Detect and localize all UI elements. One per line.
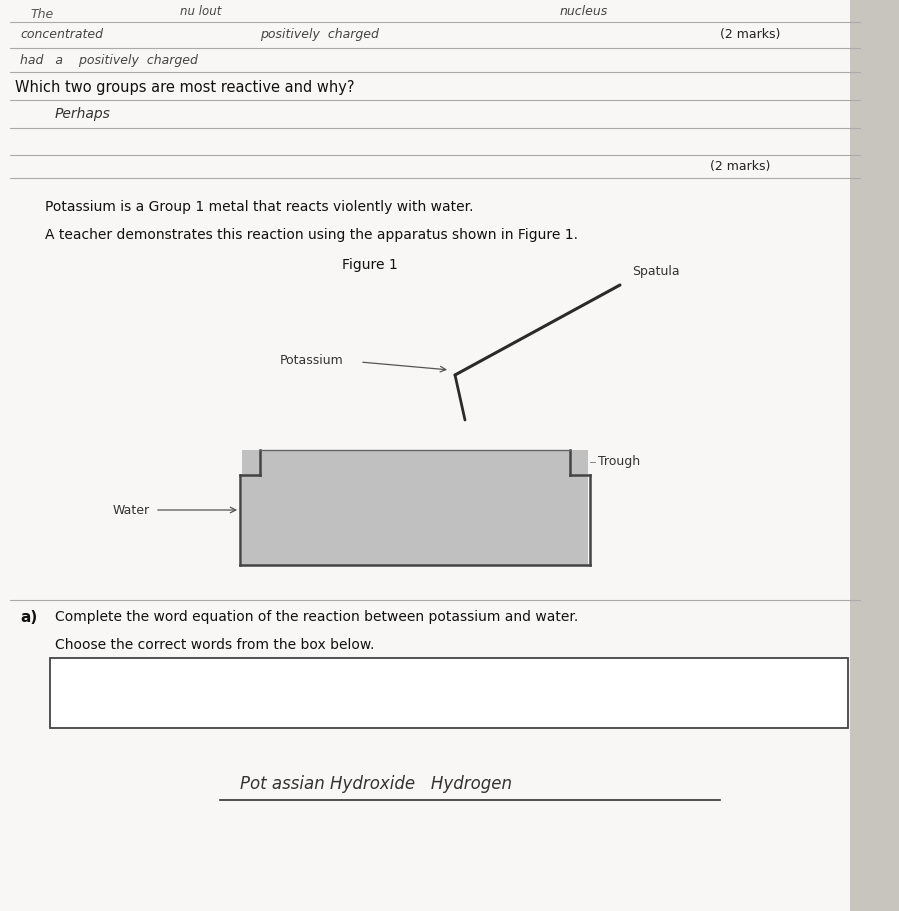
Text: positively  charged: positively charged — [260, 28, 378, 41]
Text: Potassium is a Group 1 metal that reacts violently with water.: Potassium is a Group 1 metal that reacts… — [45, 200, 474, 214]
Text: Perhaps: Perhaps — [55, 107, 111, 121]
Text: Complete the word equation of the reaction between potassium and water.: Complete the word equation of the reacti… — [55, 610, 578, 624]
FancyBboxPatch shape — [242, 450, 588, 565]
Text: (2 marks): (2 marks) — [720, 28, 780, 41]
Text: Potassium: Potassium — [280, 353, 343, 366]
Text: nu lout: nu lout — [180, 5, 221, 18]
Text: Pot assian Hydroxide   Hydrogen: Pot assian Hydroxide Hydrogen — [240, 775, 512, 793]
FancyBboxPatch shape — [850, 0, 899, 911]
Text: A teacher demonstrates this reaction using the apparatus shown in Figure 1.: A teacher demonstrates this reaction usi… — [45, 228, 578, 242]
Text: Which two groups are most reactive and why?: Which two groups are most reactive and w… — [15, 80, 354, 95]
Text: nucleus: nucleus — [560, 5, 609, 18]
Text: oxygen: oxygen — [70, 695, 119, 708]
Text: Spatula: Spatula — [632, 265, 680, 278]
Text: (2 marks): (2 marks) — [710, 160, 770, 173]
Text: potassium hydroxide: potassium hydroxide — [700, 695, 840, 708]
Text: concentrated: concentrated — [20, 28, 103, 41]
Text: Water: Water — [113, 504, 150, 517]
Text: The: The — [30, 8, 53, 21]
Text: hydrogen: hydrogen — [388, 695, 452, 708]
Text: had   a    positively  charged: had a positively charged — [20, 54, 198, 67]
FancyBboxPatch shape — [50, 658, 848, 728]
Text: Choose the correct words from the box below.: Choose the correct words from the box be… — [55, 638, 374, 652]
Text: Trough: Trough — [598, 456, 640, 468]
FancyBboxPatch shape — [0, 0, 850, 911]
Text: Figure 1: Figure 1 — [343, 258, 398, 272]
Text: water: water — [802, 663, 840, 676]
Text: potassium hydride: potassium hydride — [358, 663, 482, 676]
Text: a): a) — [20, 610, 37, 625]
Text: potassium oxide: potassium oxide — [70, 663, 179, 676]
